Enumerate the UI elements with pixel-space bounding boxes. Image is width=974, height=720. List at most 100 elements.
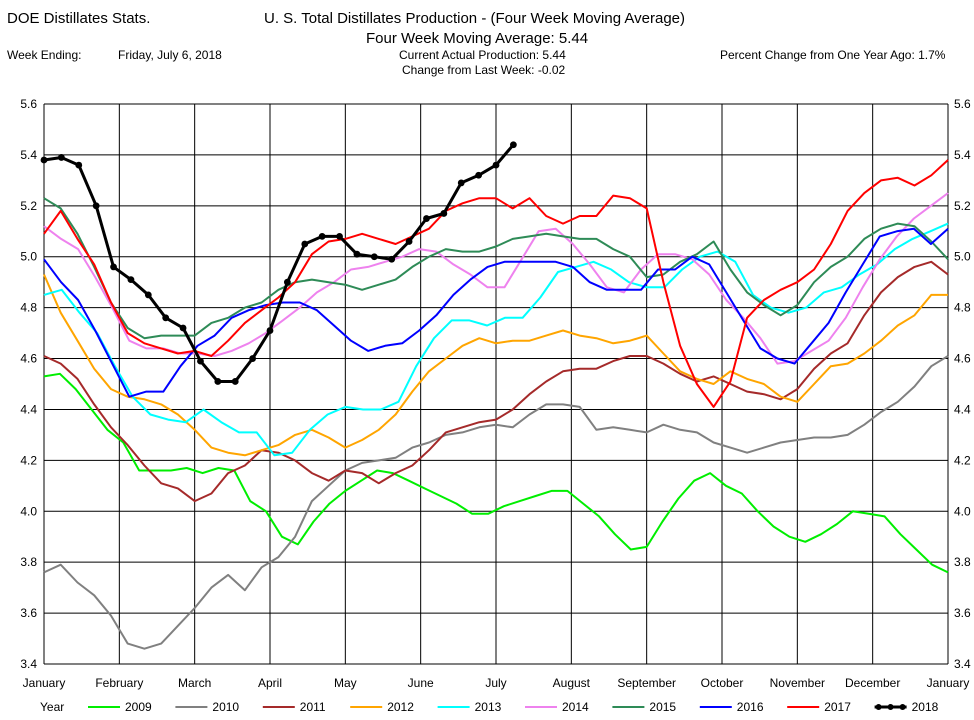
legend-label-2018: 2018 [912, 700, 939, 714]
y-tick-label-left: 5.2 [20, 199, 37, 213]
series-2018-point [266, 327, 274, 334]
legend-marker-2018 [875, 704, 882, 710]
chart-series [40, 141, 949, 650]
series-2018-point [40, 156, 48, 164]
y-tick-label-left: 5.6 [20, 97, 37, 111]
y-tick-label-right: 3.6 [954, 606, 971, 620]
x-tick-label: November [770, 676, 825, 690]
series-2018-point [509, 141, 517, 149]
y-tick-label-left: 5.0 [20, 250, 37, 264]
y-axis-right: 3.4 3.6 3.8 4.0 4.2 4.4 4.6 4.8 5.0 5.2 5.4 5.6 [954, 97, 971, 671]
series-2018-point [475, 171, 483, 179]
x-tick-label: June [408, 676, 434, 690]
series-2011-line [43, 260, 949, 503]
x-tick-label: September [617, 676, 676, 690]
x-tick-label: August [553, 676, 591, 690]
series-2018-point [127, 276, 135, 284]
y-tick-label-right: 5.0 [954, 250, 971, 264]
series-2018-point [231, 378, 239, 385]
series-2018-point [301, 240, 309, 248]
week-ending-label: Week Ending: [7, 48, 82, 62]
legend-label-2013: 2013 [475, 700, 502, 714]
series-2018-point [179, 324, 187, 332]
legend: Year 2009 2010 2011 2012 2013 2014 2015 2016 2017… [40, 700, 939, 714]
chart-subtitle: Four Week Moving Average: 5.44 [366, 30, 589, 47]
y-tick-label-right: 4.2 [954, 453, 971, 467]
y-tick-label-right: 5.4 [954, 148, 971, 162]
series-2018-point [75, 161, 83, 169]
legend-label-2011: 2011 [300, 700, 326, 714]
y-tick-label-right: 5.6 [954, 97, 971, 111]
x-tick-label: February [95, 676, 143, 690]
y-tick-label-left: 4.6 [20, 352, 37, 366]
legend-label-2017: 2017 [824, 700, 851, 714]
x-tick-label: March [178, 676, 211, 690]
series-2018-point [249, 355, 257, 362]
series-2018-point [110, 263, 117, 271]
x-tick-label: July [485, 676, 506, 690]
current-actual-production: Current Actual Production: 5.44 [399, 48, 566, 62]
series-2018-point [370, 253, 378, 261]
series-2018-point [197, 357, 204, 365]
y-tick-label-left: 3.6 [20, 606, 37, 620]
series-2018-point [492, 161, 500, 169]
series-2013-line [43, 222, 949, 457]
series-2018-point [144, 291, 152, 299]
legend-title: Year [40, 700, 64, 714]
series-2018-point [57, 154, 65, 161]
series-2018-point [162, 314, 170, 322]
series-2018-point [388, 255, 396, 263]
legend-label-2012: 2012 [387, 700, 414, 714]
app-title: DOE Distillates Stats. [7, 10, 151, 27]
y-tick-label-right: 4.8 [954, 301, 971, 315]
legend-label-2010: 2010 [212, 700, 239, 714]
legend-marker-2018 [887, 704, 894, 710]
series-2018-point [214, 378, 222, 385]
y-axis-left: 3.4 3.6 3.8 4.0 4.2 4.4 4.6 4.8 5.0 5.2 5.4 5.6 [20, 97, 37, 671]
series-2012-line [43, 274, 948, 457]
series-2018-point [283, 278, 291, 286]
y-tick-label-left: 3.8 [20, 555, 37, 569]
week-ending-value: Friday, July 6, 2018 [118, 48, 222, 62]
series-2018-line [43, 143, 515, 383]
series-2018-point [457, 179, 465, 187]
x-tick-label: December [845, 676, 900, 690]
legend-marker-2018 [899, 704, 906, 710]
y-tick-label-right: 4.6 [954, 352, 971, 366]
series-2010-line [43, 355, 949, 650]
y-tick-label-left: 5.4 [20, 148, 37, 162]
series-2015-line [43, 197, 949, 340]
x-tick-label: January [927, 676, 970, 690]
x-tick-label: April [258, 676, 282, 690]
chart-grid [43, 103, 949, 665]
y-tick-label-right: 3.8 [954, 555, 971, 569]
series-2009-line [43, 372, 949, 574]
y-tick-label-right: 3.4 [954, 657, 971, 671]
x-tick-label: May [334, 676, 357, 690]
y-tick-label-left: 3.4 [20, 657, 37, 671]
legend-label-2014: 2014 [562, 700, 589, 714]
series-2018-point [318, 232, 326, 240]
series-2018-point [440, 210, 448, 217]
y-tick-label-right: 4.0 [954, 504, 971, 518]
chart-title: U. S. Total Distillates Production - (Fo… [264, 10, 686, 27]
y-tick-label-left: 4.2 [20, 453, 37, 467]
series-2018-point [336, 232, 343, 240]
x-tick-label: October [701, 676, 744, 690]
series-2018-point [423, 215, 430, 222]
legend-label-2009: 2009 [125, 700, 152, 714]
y-tick-label-left: 4.4 [20, 402, 37, 416]
series-2018-point [405, 238, 413, 245]
x-tick-label: January [23, 676, 66, 690]
legend-label-2016: 2016 [737, 700, 764, 714]
series-2018-point [92, 202, 100, 210]
y-tick-label-left: 4.8 [20, 301, 37, 315]
y-tick-label-left: 4.0 [20, 504, 37, 518]
x-axis: January February March April May June July Augu… [23, 676, 970, 690]
percent-change-year: Percent Change from One Year Ago: 1.7% [720, 48, 946, 62]
legend-label-2015: 2015 [649, 700, 676, 714]
change-from-last-week: Change from Last Week: -0.02 [402, 63, 566, 77]
series-2018-point [353, 250, 361, 258]
y-tick-label-right: 4.4 [954, 402, 971, 416]
